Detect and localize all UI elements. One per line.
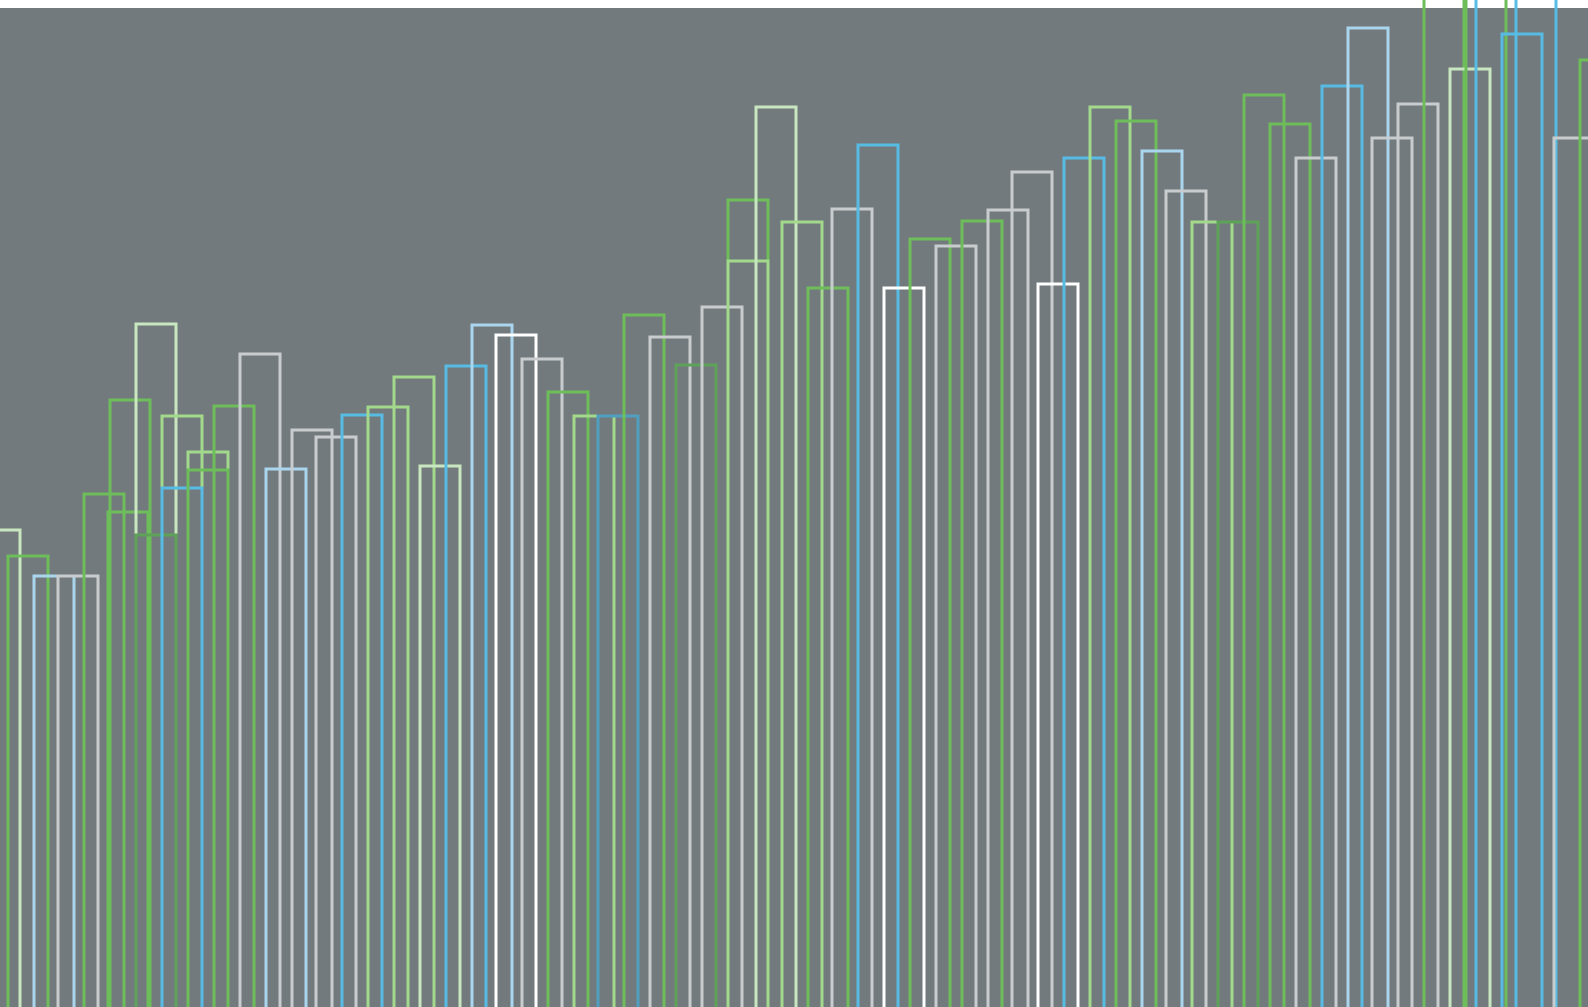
bar-outline-21 bbox=[392, 375, 436, 1007]
artwork-background bbox=[0, 8, 1588, 1007]
bar-outline-18 bbox=[314, 435, 358, 1007]
bar-outline-56 bbox=[1268, 122, 1312, 1007]
bar-outline-20 bbox=[366, 405, 410, 1007]
bar-outline-3 bbox=[32, 574, 76, 1007]
bar-outline-19 bbox=[340, 413, 384, 1007]
bar-outline-40 bbox=[856, 143, 900, 1007]
bar-outline-66 bbox=[1500, 32, 1544, 1007]
bar-outline-27 bbox=[546, 390, 590, 1007]
bar-outline-46 bbox=[1010, 170, 1054, 1007]
bar-outline-29 bbox=[596, 414, 640, 1007]
bar-outline-43 bbox=[934, 244, 978, 1007]
bar-outline-22 bbox=[418, 464, 462, 1007]
bar-outline-12 bbox=[160, 486, 204, 1007]
bar-outline-57 bbox=[1294, 156, 1338, 1007]
bar-outline-37 bbox=[780, 220, 824, 1007]
bar-outline-25 bbox=[494, 333, 538, 1007]
bar-outline-7 bbox=[106, 510, 150, 1007]
bar-outline-15 bbox=[238, 352, 282, 1007]
bar-outline-48 bbox=[1062, 156, 1106, 1007]
bar-outline-45 bbox=[986, 208, 1030, 1007]
bar-outline-63 bbox=[1448, 67, 1492, 1007]
bar-outline-16 bbox=[264, 467, 308, 1007]
bar-outline-24 bbox=[470, 323, 514, 1007]
bar-outline-64 bbox=[1464, 0, 1508, 1007]
bar-outline-47 bbox=[1036, 282, 1080, 1007]
bar-outline-23 bbox=[444, 364, 488, 1007]
bar-outline-1 bbox=[0, 528, 22, 1007]
bar-outline-28 bbox=[572, 414, 616, 1007]
bar-outline-38 bbox=[806, 286, 850, 1007]
bar-outline-32 bbox=[674, 363, 718, 1007]
bar-outline-9 bbox=[134, 533, 178, 1007]
bar-outline-33 bbox=[700, 305, 744, 1007]
bar-outline-39 bbox=[830, 207, 874, 1007]
bar-outline-31 bbox=[648, 335, 692, 1007]
bar-outline-4 bbox=[56, 574, 100, 1007]
bar-outline-50 bbox=[1114, 119, 1158, 1007]
bar-outline-6 bbox=[108, 398, 152, 1007]
bar-outline-2 bbox=[6, 554, 50, 1007]
bar-outline-67 bbox=[1514, 0, 1558, 1007]
bar-outline-62 bbox=[1422, 0, 1466, 1007]
bar-outline-59 bbox=[1346, 26, 1390, 1007]
bar-outline-53 bbox=[1190, 220, 1234, 1007]
bar-outline-68 bbox=[1552, 136, 1588, 1007]
bar-outline-17 bbox=[290, 428, 334, 1007]
bar-outline-51 bbox=[1140, 149, 1184, 1007]
bar-outline-55 bbox=[1242, 93, 1286, 1007]
bar-outline-41 bbox=[882, 286, 926, 1007]
bar-outline-35 bbox=[726, 259, 770, 1007]
bar-outline-36 bbox=[754, 105, 798, 1007]
bar-outline-44 bbox=[960, 219, 1004, 1007]
bar-outline-58 bbox=[1320, 84, 1364, 1007]
bar-outline-49 bbox=[1088, 105, 1132, 1007]
bar-outline-54 bbox=[1216, 220, 1260, 1007]
bar-outline-52 bbox=[1164, 189, 1208, 1007]
bar-outline-26 bbox=[520, 357, 564, 1007]
bar-outline-13 bbox=[186, 468, 230, 1007]
bar-outline-42 bbox=[908, 237, 952, 1007]
bar-outline-14 bbox=[212, 404, 256, 1007]
bar-outline-5 bbox=[82, 492, 126, 1007]
bar-outline-61 bbox=[1396, 102, 1440, 1007]
bar-outline-30 bbox=[622, 313, 666, 1007]
bar-outline-60 bbox=[1370, 136, 1414, 1007]
bar-outline-69 bbox=[1578, 58, 1588, 1007]
